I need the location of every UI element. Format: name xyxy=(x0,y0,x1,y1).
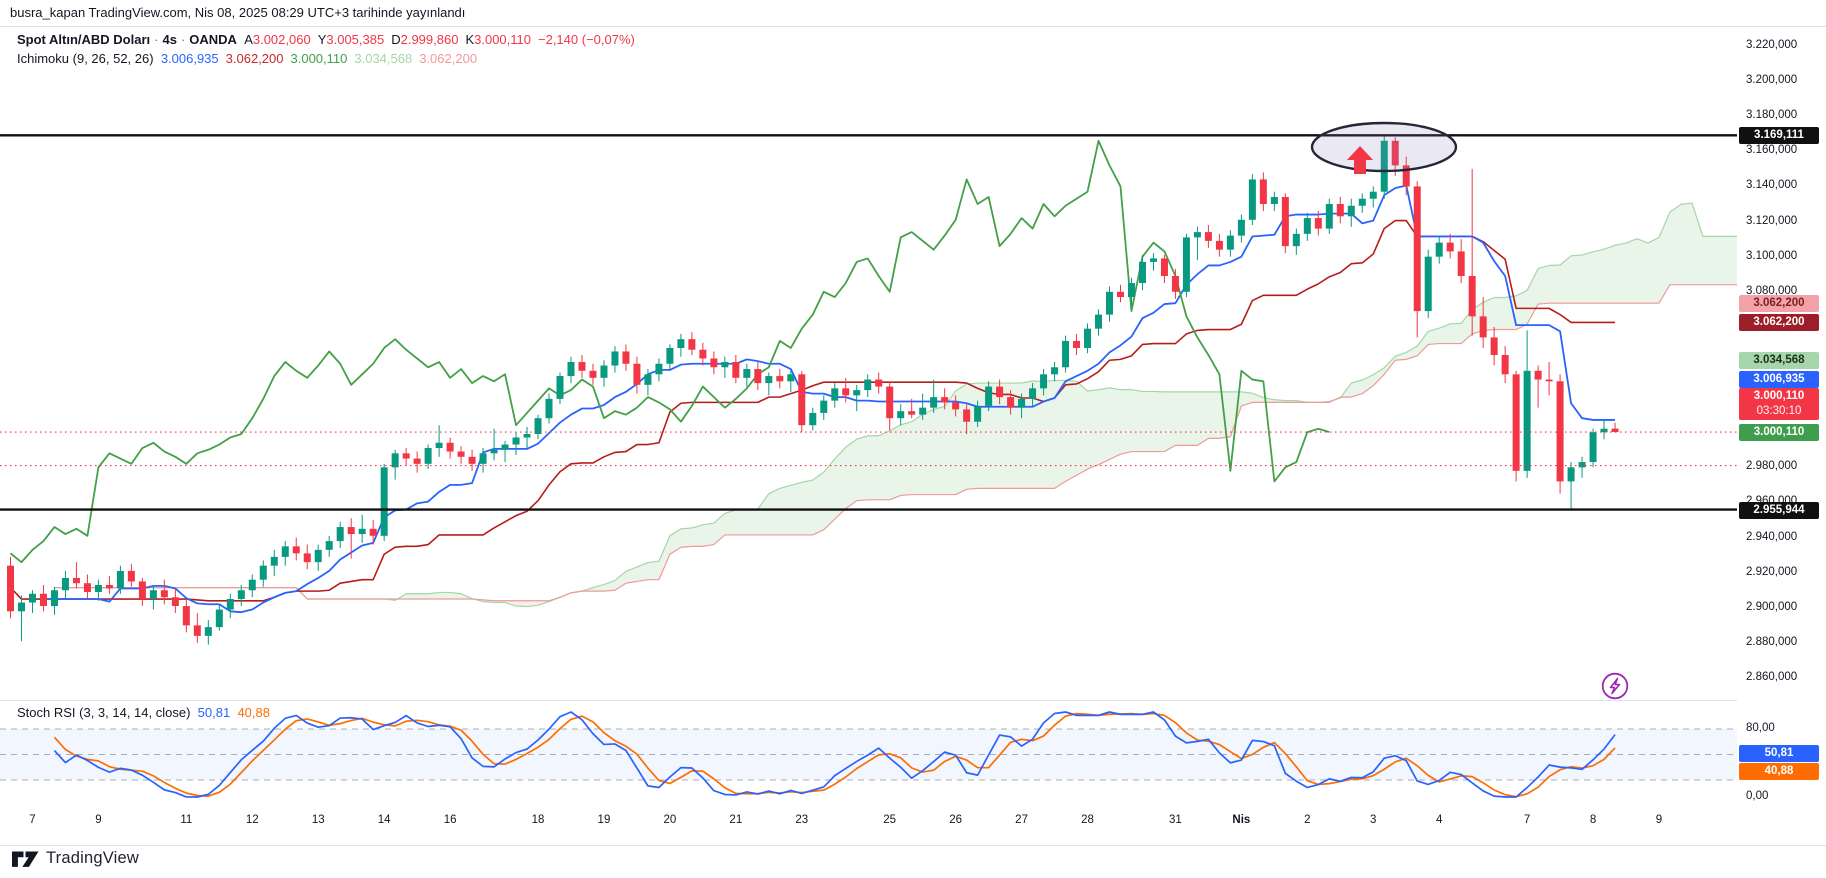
ichimoku-title[interactable]: Ichimoku (9, 26, 52, 26) xyxy=(17,51,154,66)
price-axis-label: 2.880,000 xyxy=(1746,635,1798,648)
stoch-axis-label: 80,00 xyxy=(1746,722,1775,734)
ichimoku-value: 3.062,200 xyxy=(225,51,284,66)
time-axis-label: 8 xyxy=(1589,814,1597,826)
time-axis-label: 9 xyxy=(1655,814,1663,826)
stoch-badge: 40,88 xyxy=(1739,763,1819,780)
time-axis-label: 18 xyxy=(531,814,545,826)
time-axis-label: 16 xyxy=(443,814,457,826)
time-axis-label: 7 xyxy=(29,814,36,826)
ichimoku-value: 3.034,568 xyxy=(354,51,413,66)
open-value: 3.002,060 xyxy=(252,32,311,47)
stoch-d-line xyxy=(53,712,1616,798)
price-axis-label: 3.120,000 xyxy=(1746,214,1798,227)
stoch-axis-label: 0,00 xyxy=(1746,790,1769,802)
lightning-icon[interactable] xyxy=(1601,672,1629,705)
price-axis-label: 3.220,000 xyxy=(1746,39,1798,51)
ichimoku-value: 3.000,110 xyxy=(290,51,348,66)
time-axis-label: 12 xyxy=(245,814,259,826)
ichimoku-values: 3.006,935 3.062,200 3.000,110 3.034,568 3.06… xyxy=(161,51,484,66)
time-axis-label: 25 xyxy=(883,814,897,826)
time-axis-label: 11 xyxy=(180,814,193,826)
tradingview-logo-text: TradingView xyxy=(46,849,139,867)
timeframe[interactable]: 4s xyxy=(162,32,177,47)
time-axis-label: 23 xyxy=(795,814,809,826)
ichimoku-value: 3.006,935 xyxy=(160,51,219,66)
tradingview-logo[interactable]: TradingView xyxy=(12,848,139,869)
time-axis-label: 27 xyxy=(1015,814,1028,826)
attribution-text: busra_kapan TradingView.com, Nis 08, 202… xyxy=(10,5,466,20)
price-badge: 3.062,200 xyxy=(1739,314,1819,331)
high-value: 3.005,385 xyxy=(326,32,385,47)
price-axis-label: 3.080,000 xyxy=(1746,284,1798,297)
price-axis-label: 3.140,000 xyxy=(1746,179,1798,192)
low-value: 2.999,860 xyxy=(400,32,459,47)
price-axis-label: 2.940,000 xyxy=(1746,530,1798,543)
chikou-line xyxy=(9,139,1330,564)
ichimoku-value: 3.062,200 xyxy=(419,51,478,66)
price-axis-label: 3.180,000 xyxy=(1746,109,1798,122)
tenkan-line xyxy=(43,184,1616,614)
exchange: OANDA xyxy=(189,32,237,47)
ellipse-annotation[interactable] xyxy=(1310,121,1458,173)
arrow-up-annotation[interactable] xyxy=(1347,146,1373,174)
symbol-legend: Spot Altın/ABD Doları · 4s · OANDA A3.002,06… xyxy=(17,32,635,47)
ichimoku-cloud xyxy=(296,203,1737,607)
time-axis-label: 7 xyxy=(1523,814,1531,826)
price-badge: 2.955,944 xyxy=(1739,502,1819,519)
price-axis[interactable]: 3.220,000 3.200,000 3.180,000 3.160,000 3.14… xyxy=(1737,27,1826,845)
stoch-d-value: 40,88 xyxy=(237,705,270,720)
price-axis-label: 3.100,000 xyxy=(1746,249,1798,262)
price-axis-label: 3.200,000 xyxy=(1746,74,1798,87)
price-badge: 3.169,111 xyxy=(1739,127,1819,144)
price-axis-label: 3.160,000 xyxy=(1746,144,1798,157)
close-value: 3.000,110 xyxy=(474,32,531,47)
stoch-title[interactable]: Stoch RSI (3, 3, 14, 14, close) xyxy=(17,705,191,720)
time-axis-label: 2 xyxy=(1304,814,1311,826)
price-badge: 3.000,110 03:30:10 xyxy=(1739,388,1819,420)
time-axis-label: 4 xyxy=(1435,814,1443,826)
symbol-title[interactable]: Spot Altın/ABD Doları xyxy=(17,32,151,47)
stoch-rsi-legend: Stoch RSI (3, 3, 14, 14, close) 50,81 40… xyxy=(17,705,270,720)
price-axis-label: 2.980,000 xyxy=(1746,460,1798,473)
time-axis-label: 19 xyxy=(597,814,611,826)
stoch-badge: 50,81 xyxy=(1739,745,1819,762)
time-axis-label: 26 xyxy=(949,814,963,826)
time-axis-label: 3 xyxy=(1370,814,1377,826)
price-axis-label: 2.920,000 xyxy=(1746,565,1798,578)
price-badge: 3.062,200 xyxy=(1739,295,1819,312)
time-axis-label: 21 xyxy=(729,814,743,826)
stoch-k-value: 50,81 xyxy=(197,705,231,720)
price-badge: 3.034,568 xyxy=(1739,352,1819,369)
price-badge: 3.000,110 xyxy=(1739,424,1819,441)
time-axis-label: 9 xyxy=(95,814,102,826)
tradingview-mark xyxy=(12,851,39,867)
stoch-k-line xyxy=(53,711,1616,798)
time-axis-label: 13 xyxy=(311,814,325,826)
ichimoku-legend: Ichimoku (9, 26, 52, 26) 3.006,935 3.062,… xyxy=(17,51,484,66)
time-axis-label: 14 xyxy=(377,814,391,826)
time-axis-label: 31 xyxy=(1169,814,1182,826)
change-value: −2,140 (−0,07%) xyxy=(538,32,635,47)
price-axis-label: 2.860,000 xyxy=(1746,671,1798,684)
time-axis[interactable]: 7 9 11 12 13 14 16 18 19 20 21 23 25 26 27 28 31 Nis 2 3 4 7 8… xyxy=(0,805,1737,845)
price-axis-label: 2.900,000 xyxy=(1746,600,1798,613)
candles-layer xyxy=(7,135,1619,645)
time-axis-label: 28 xyxy=(1081,814,1094,826)
time-axis-label: 20 xyxy=(663,814,677,826)
price-badge: 3.006,935 xyxy=(1739,371,1819,388)
time-axis-label: Nis xyxy=(1232,814,1251,826)
attribution-bar: busra_kapan TradingView.com, Nis 08, 202… xyxy=(0,0,1826,27)
senkou-b-line xyxy=(54,284,1737,602)
